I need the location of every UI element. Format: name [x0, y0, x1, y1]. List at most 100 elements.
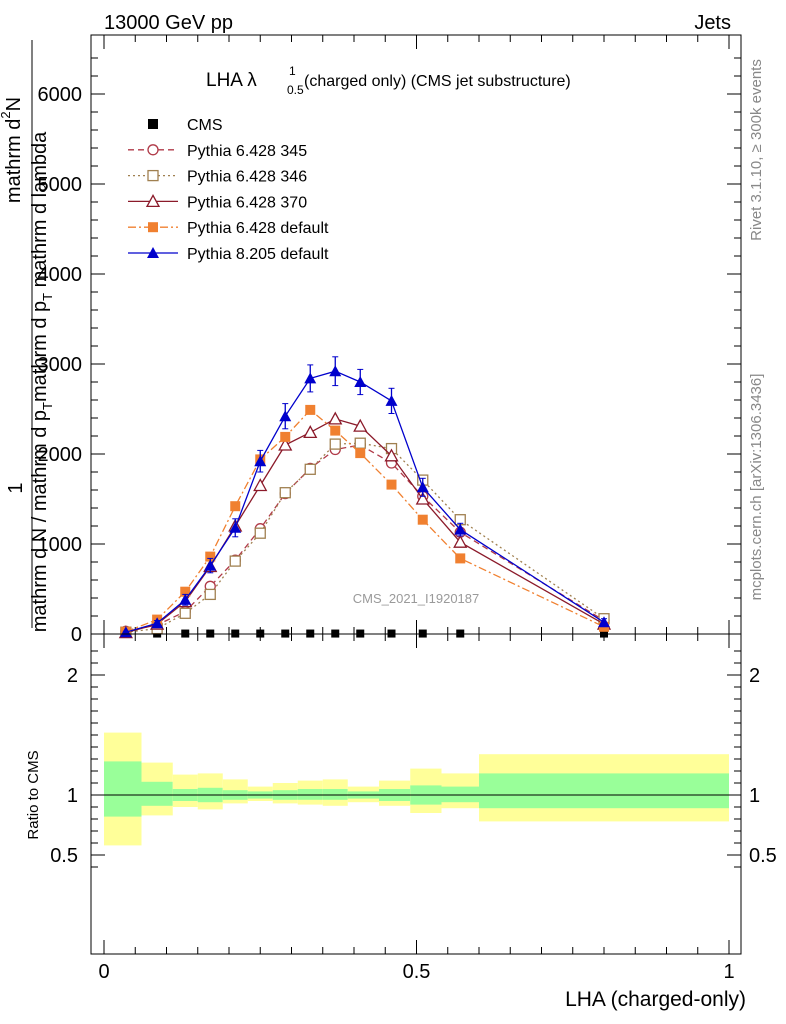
x-axis-label: LHA (charged-only) [565, 988, 746, 1011]
series-line [125, 370, 605, 633]
data-point [179, 607, 191, 619]
data-point [229, 521, 242, 533]
data-point [204, 588, 216, 601]
ratio-y-tick-label-left: 0.5 [50, 845, 78, 867]
legend-label: CMS [187, 117, 223, 134]
y-axis-label: 1 mathrm d2N mathrm d N / mathrm d pTmat… [0, 40, 55, 632]
data-point [278, 437, 293, 451]
data-point [303, 425, 318, 439]
ratio-band-inner [141, 781, 173, 806]
y-label-numerator: mathrm d2N [0, 97, 25, 203]
legend-entry-5: Pythia 8.205 default [128, 246, 329, 263]
y-tick-label: 5000 [38, 174, 83, 196]
y-tick-label: 1000 [38, 534, 83, 556]
title-sup: 1 [289, 64, 296, 78]
data-point [384, 448, 399, 462]
data-point [415, 491, 430, 505]
data-point [304, 463, 316, 475]
data-point [355, 448, 366, 459]
ratio-panel: 0.5 0.51 12 2 0 0.5 1 Ratio to CMS [25, 633, 777, 983]
chart-title: LHA λ 1 0.5 (charged only) (CMS jet subs… [206, 64, 571, 97]
data-point [453, 534, 468, 548]
x-tick-label: 1 [723, 961, 734, 983]
ratio-y-tick-label-right: 1 [749, 785, 760, 807]
rivet-label: Rivet 3.1.10, ≥ 300k events [748, 59, 765, 241]
ratio-y-ticks: 0.5 0.5 1 1 2 2 [50, 650, 777, 868]
ratio-band-inner [479, 773, 729, 809]
y-label-prefactor: 1 [5, 482, 27, 493]
data-point [304, 372, 317, 384]
y-tick-label: 0 [71, 624, 82, 646]
data-point [230, 501, 241, 512]
ratio-y-label: Ratio to CMS [25, 750, 42, 839]
data-point [455, 553, 466, 564]
data-point [205, 551, 216, 562]
ratio-band-inner [322, 789, 348, 800]
legend-entry-0: CMS [148, 117, 223, 134]
header-energy: 13000 GeV pp [104, 12, 233, 34]
data-point [254, 455, 267, 467]
legend-entry-2: Pythia 6.428 346 [128, 169, 307, 186]
legend-marker [147, 247, 159, 258]
legend-label: Pythia 6.428 370 [187, 194, 307, 211]
x-tick-label: 0 [98, 961, 109, 983]
ratio-band-inner [104, 761, 142, 817]
mcplots-label: mcplots.cern.ch [arXiv:1306.3436] [748, 374, 765, 601]
series-5 [119, 356, 610, 638]
data-point [385, 394, 398, 406]
series-line [125, 409, 605, 633]
data-point [279, 487, 291, 499]
data-point [151, 617, 164, 629]
data-point [254, 527, 266, 539]
legend-label: Pythia 8.205 default [187, 246, 329, 263]
data-point [179, 593, 192, 605]
title-rest: (charged only) (CMS jet substructure) [304, 73, 571, 90]
analysis-watermark: CMS_2021_I1920187 [353, 591, 480, 606]
data-point [353, 418, 368, 432]
y-tick-label: 6000 [38, 84, 83, 106]
data-point [416, 481, 429, 493]
main-y-ticks: 0 1000 2000 3000 4000 5000 6000 [38, 57, 741, 646]
data-point [386, 479, 397, 490]
data-point [354, 437, 366, 449]
header-process: Jets [694, 12, 731, 34]
legend-entry-3: Pythia 6.428 370 [128, 194, 307, 211]
legend-marker [147, 169, 159, 182]
data-point [454, 523, 467, 535]
main-x-ticks [103, 35, 730, 634]
ratio-x-ticks: 0 0.5 1 [98, 634, 735, 983]
legend-marker [148, 222, 158, 233]
legend-entry-1: Pythia 6.428 345 [128, 143, 307, 160]
main-panel: 0 1000 2000 3000 4000 5000 6000 CMS_2021_I1920… [38, 34, 742, 646]
legend-marker [145, 194, 161, 208]
data-point [330, 425, 341, 436]
title-sub: 0.5 [287, 83, 304, 97]
ratio-band-inner [441, 786, 479, 803]
data-point [598, 616, 610, 628]
data-point [253, 478, 268, 492]
data-point [180, 586, 191, 597]
ratio-y-tick-label-right: 0.5 [749, 845, 777, 867]
data-point [204, 559, 217, 571]
data-point [229, 555, 241, 567]
legend-marker [147, 144, 159, 156]
legend-entry-4: Pythia 6.428 default [128, 220, 329, 237]
data-point [329, 365, 342, 377]
ratio-band-inner [297, 789, 323, 800]
y-tick-label: 3000 [38, 354, 83, 376]
y-tick-label: 4000 [38, 264, 83, 286]
legend-label: Pythia 6.428 346 [187, 169, 307, 186]
data-point [354, 376, 367, 387]
ratio-y-tick-label-right: 2 [749, 665, 760, 687]
legend-label: Pythia 6.428 default [187, 220, 329, 237]
ratio-y-tick-label-left: 1 [67, 785, 78, 807]
data-point [305, 404, 316, 415]
legend-label: Pythia 6.428 345 [187, 143, 307, 160]
legend: CMS Pythia 6.428 345 Pythia 6.428 346 Pythi… [128, 117, 329, 263]
series-2 [120, 437, 610, 638]
x-tick-label: 0.5 [403, 961, 431, 983]
legend-marker [148, 119, 158, 129]
ratio-y-tick-label-left: 2 [67, 665, 78, 687]
y-label-denominator: mathrm d N / mathrm d pTmathrm d pT math… [29, 131, 55, 632]
